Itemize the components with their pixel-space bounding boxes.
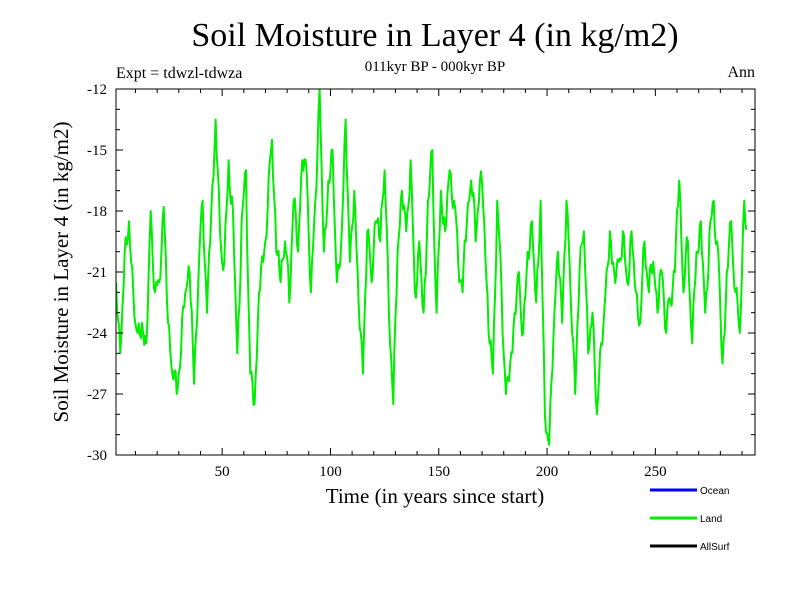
y-tick-label: -30 <box>87 448 107 464</box>
y-axis-label: Soil Moisture in Layer 4 (in kg/m2) <box>49 122 73 423</box>
x-tick-label: 50 <box>215 464 230 480</box>
y-tick-label: -12 <box>87 82 107 98</box>
y-tick-label: -15 <box>87 143 107 159</box>
plot-frame <box>115 88 756 456</box>
x-tick-label: 100 <box>319 464 342 480</box>
legend: Ocean Land AllSurf <box>650 486 730 553</box>
series-line-land <box>116 89 748 446</box>
chart-title: Soil Moisture in Layer 4 (in kg/m2) <box>191 17 678 54</box>
legend-label-ocean: Ocean <box>700 486 729 497</box>
season-label: Ann <box>727 64 755 81</box>
x-axis: 50 100 150 200 250 <box>134 89 743 480</box>
x-axis-label: Time (in years since start) <box>326 484 545 508</box>
chart-subtitle: 011kyr BP - 000kyr BP <box>365 59 506 75</box>
experiment-label: Expt = tdwzl-tdwza <box>116 65 242 82</box>
legend-label-land: Land <box>700 514 722 525</box>
x-tick-label: 200 <box>536 464 559 480</box>
y-tick-label: -21 <box>87 265 107 281</box>
series-layer <box>116 89 748 446</box>
y-tick-label: -18 <box>87 204 107 220</box>
x-tick-label: 250 <box>644 464 667 480</box>
y-axis: -30 -27 -24 -21 -18 -15 -12 <box>87 82 755 464</box>
y-tick-label: -24 <box>87 326 107 342</box>
legend-label-allsurf: AllSurf <box>700 542 730 553</box>
x-tick-label: 150 <box>427 464 450 480</box>
y-tick-label: -27 <box>87 387 107 403</box>
